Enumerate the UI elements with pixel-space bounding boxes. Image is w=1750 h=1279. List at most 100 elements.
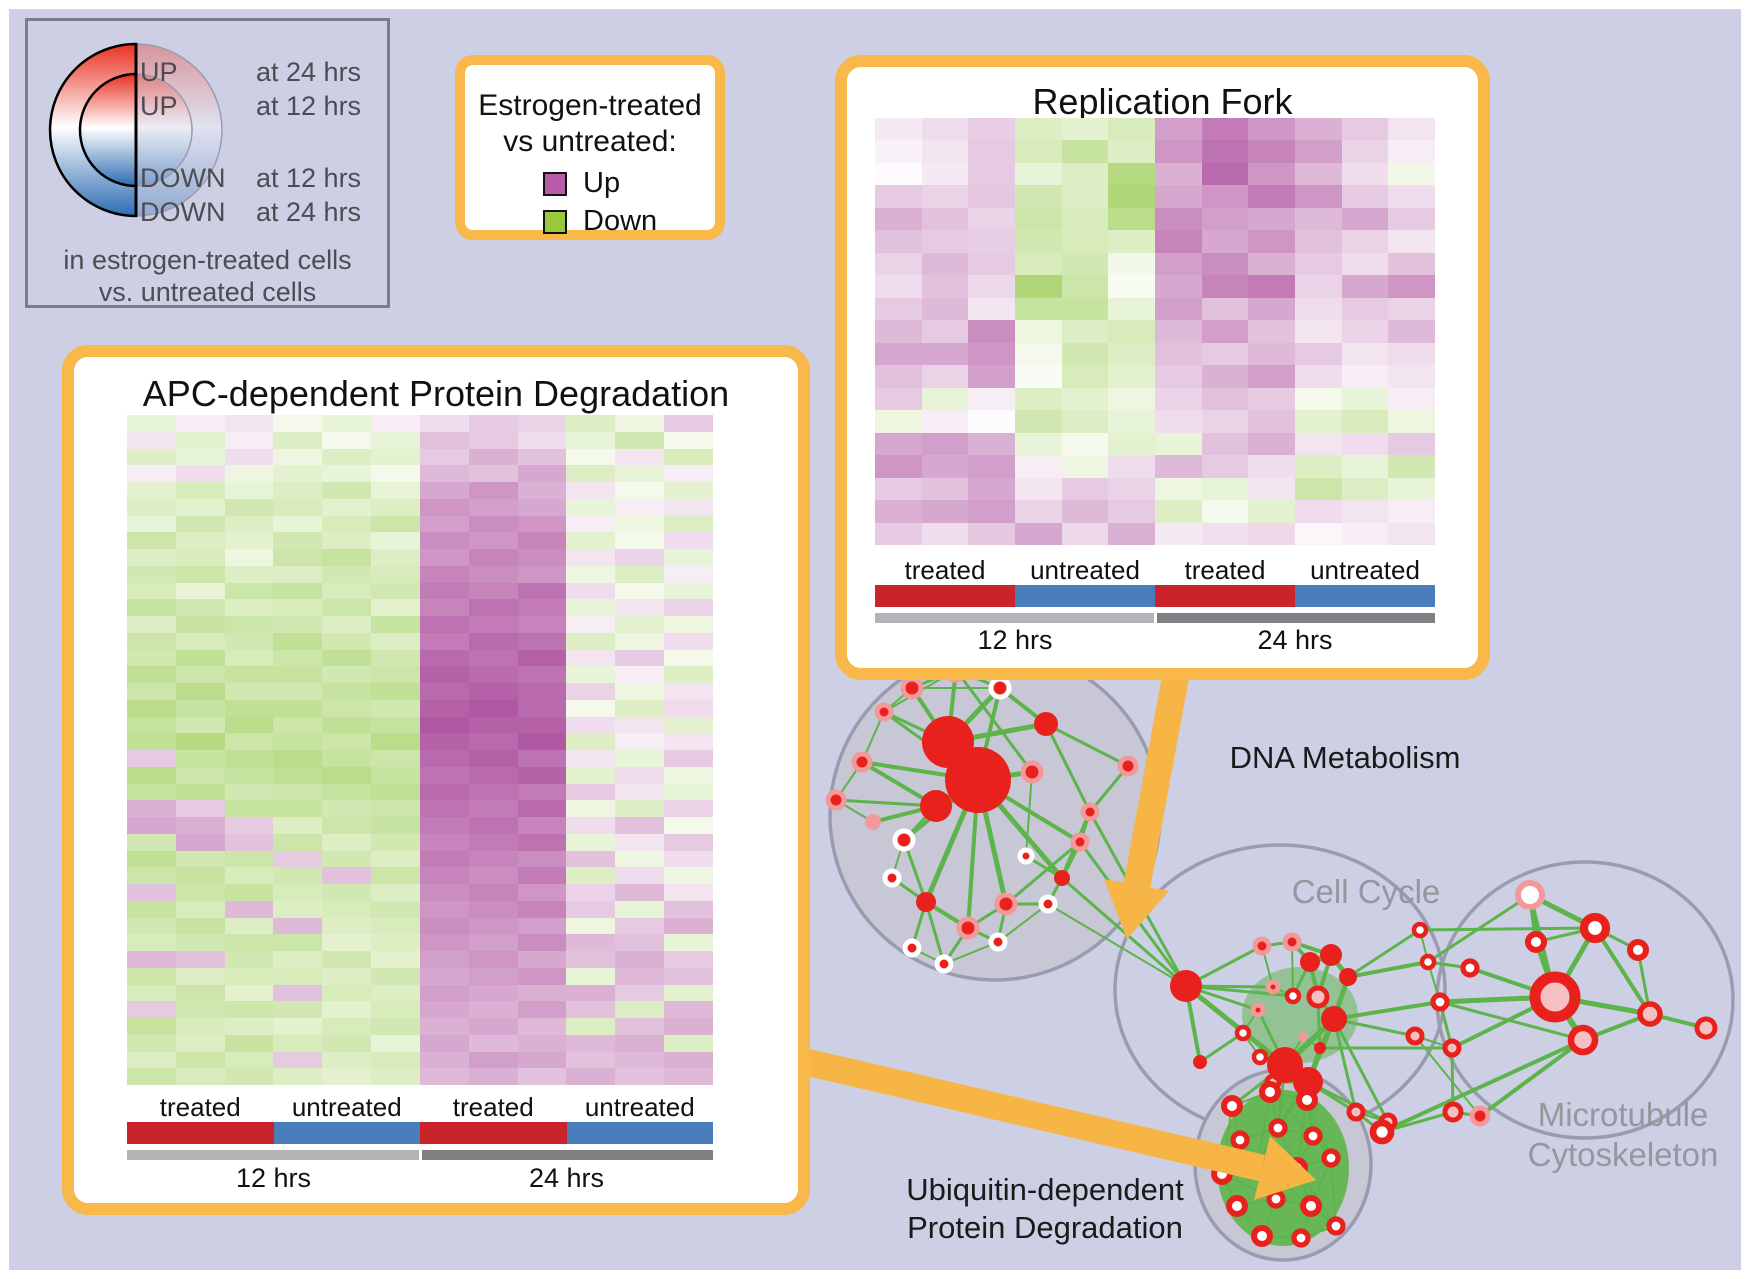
heatmap-cell (1108, 365, 1155, 388)
heatmap-cell (175, 967, 225, 985)
heatmap-cell (175, 683, 225, 700)
heatmap-cell (322, 783, 372, 801)
heatmap-cell (419, 415, 469, 432)
heatmap-cell (468, 448, 518, 466)
network-node (1430, 992, 1450, 1012)
network-edge (1061, 876, 1187, 988)
color-key-title-line2: vs untreated: (503, 125, 677, 158)
heatmap-cell (175, 565, 225, 583)
network-edge (924, 901, 946, 965)
heatmap-cell (1108, 522, 1155, 545)
heatmap-cell (1201, 500, 1249, 523)
heatmap-cell (1108, 500, 1155, 523)
heatmap-cell (322, 515, 372, 533)
heatmap-cell (664, 1051, 713, 1069)
network-node (1252, 936, 1272, 956)
heatmap-cell (1341, 230, 1389, 253)
network-node (988, 932, 1008, 952)
heatmap-cell (419, 884, 469, 901)
heatmap-cell (664, 951, 713, 968)
heatmap-cell (127, 900, 176, 918)
heatmap-cell (175, 431, 225, 449)
heatmap-cell (1388, 522, 1435, 545)
heatmap-cell (1201, 320, 1249, 343)
heatmap-cell (468, 565, 518, 583)
heatmap-cell (273, 1018, 323, 1035)
heatmap-cell (1295, 275, 1342, 298)
heatmap-cell (875, 365, 922, 388)
heatmap-cell (1295, 230, 1342, 253)
heatmap-cell (1248, 252, 1295, 276)
heatmap-cell (175, 549, 225, 566)
heatmap-cell (1015, 387, 1062, 411)
network-edge (1347, 960, 1429, 979)
heatmap-cell (419, 783, 469, 801)
heatmap-cell (875, 118, 922, 141)
heatmap-cell (615, 984, 665, 1002)
network-node (1442, 1038, 1462, 1058)
heatmap-cell (371, 850, 420, 868)
heatmap-cell (273, 532, 323, 549)
heatmap-cell (419, 616, 469, 633)
heatmap-cell (875, 477, 922, 501)
heatmap-cell (664, 582, 713, 600)
heatmap-cell (566, 616, 616, 633)
heatmap-cell (664, 783, 713, 801)
heatmap-cell (1155, 140, 1202, 163)
heatmap-cell (615, 1034, 665, 1052)
heatmap-cell (664, 733, 713, 750)
heatmap-cell (1108, 162, 1155, 186)
heatmap-cell (322, 448, 372, 466)
heatmap-cell (1201, 118, 1249, 141)
heatmap-cell (127, 498, 176, 516)
heatmap-cell (875, 320, 922, 343)
heatmap-cell (419, 482, 469, 499)
heatmap-cell (419, 934, 469, 951)
heatmap-cell (968, 320, 1015, 343)
heatmap-cell (1295, 500, 1342, 523)
heatmap-cell (371, 867, 420, 884)
rf-panel-title: Replication Fork (1032, 81, 1293, 122)
heatmap-cell (1341, 365, 1389, 388)
cluster-label: Ubiquitin-dependent Protein Degradation (906, 1172, 1184, 1245)
heatmap-cell (1201, 207, 1249, 231)
heatmap-cell (1248, 477, 1295, 501)
heatmap-cell (371, 934, 420, 951)
heatmap-cell (517, 750, 567, 767)
heatmap-cell (419, 549, 469, 566)
heatmap-cell (1155, 320, 1202, 343)
heatmap-cell (921, 207, 969, 231)
network-node (1267, 1047, 1303, 1083)
heatmap-cell (468, 415, 518, 432)
network-node (1567, 1024, 1599, 1056)
heatmap-cell (224, 850, 274, 868)
heatmap-cell (615, 515, 665, 533)
heatmap-cell (1295, 365, 1342, 388)
heatmap-cell (224, 465, 274, 482)
rf-group-bars (875, 585, 1435, 607)
group-label: untreated (1310, 555, 1420, 585)
heatmap-cell (175, 1018, 225, 1035)
heatmap-cell (517, 984, 567, 1002)
heatmap-cell (1155, 410, 1202, 433)
heatmap-cell (566, 683, 616, 700)
heatmap-cell (1248, 207, 1295, 231)
heatmap-cell (1061, 477, 1109, 501)
heatmap-cell (224, 515, 274, 533)
heatmap-cell (1108, 477, 1155, 501)
heatmap-cell (968, 275, 1015, 298)
heatmap-cell (664, 699, 713, 717)
network-node (1579, 912, 1611, 944)
heatmap-cell (371, 951, 420, 968)
heatmap-cell (615, 632, 665, 650)
heatmap-cell (615, 699, 665, 717)
time-bar (421, 1150, 713, 1160)
heatmap-cell (273, 649, 323, 667)
network-node (994, 892, 1018, 916)
heatmap-cell (1341, 410, 1389, 433)
heatmap-cell (468, 532, 518, 549)
heatmap-cell (517, 632, 567, 650)
network-node (1326, 1216, 1346, 1236)
heatmap-cell (273, 833, 323, 851)
down-color-swatch (543, 209, 567, 234)
